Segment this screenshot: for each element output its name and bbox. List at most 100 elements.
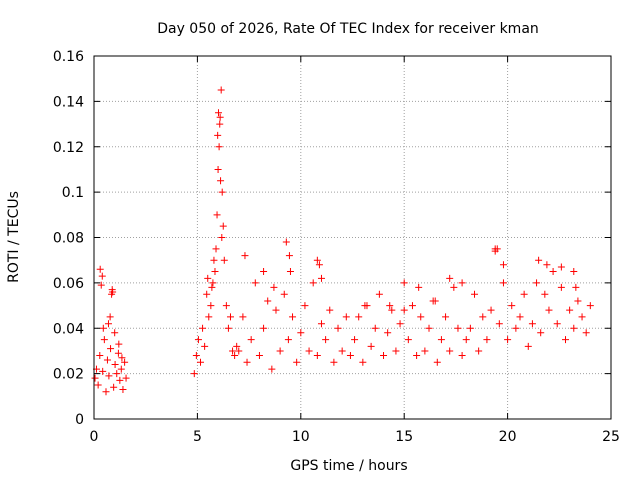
- data-point: [220, 256, 228, 264]
- data-point: [286, 268, 294, 276]
- data-point: [243, 358, 251, 366]
- data-point: [106, 313, 114, 321]
- data-point: [346, 351, 354, 359]
- data-point: [375, 290, 383, 298]
- data-point: [116, 376, 124, 384]
- data-point: [520, 290, 528, 298]
- data-point: [212, 245, 220, 253]
- data-point: [386, 302, 394, 310]
- data-point: [355, 313, 363, 321]
- data-point: [466, 324, 474, 332]
- data-point: [192, 351, 200, 359]
- y-tick-label: 0.12: [53, 140, 84, 156]
- y-tick-label: 0.02: [53, 367, 84, 383]
- data-point: [317, 320, 325, 328]
- grid-lines: [94, 56, 611, 419]
- data-point: [582, 329, 590, 337]
- data-point: [197, 358, 205, 366]
- data-point: [215, 143, 223, 151]
- data-point: [204, 274, 212, 282]
- data-point: [109, 288, 117, 296]
- data-point: [260, 324, 268, 332]
- data-point: [535, 256, 543, 264]
- data-point: [326, 306, 334, 314]
- data-point: [207, 302, 215, 310]
- data-point: [297, 329, 305, 337]
- data-point: [479, 313, 487, 321]
- data-point: [96, 351, 104, 359]
- data-point: [239, 313, 247, 321]
- y-tick-label: 0.08: [53, 231, 84, 247]
- data-point: [574, 297, 582, 305]
- data-point: [549, 268, 557, 276]
- x-tick-label: 10: [292, 429, 310, 445]
- data-point: [105, 372, 113, 380]
- data-point: [98, 272, 106, 280]
- data-point: [545, 306, 553, 314]
- data-point: [543, 261, 551, 269]
- data-point: [213, 211, 221, 219]
- data-point: [121, 358, 129, 366]
- data-point: [400, 279, 408, 287]
- data-point: [96, 265, 104, 273]
- data-point: [209, 279, 217, 287]
- data-point: [218, 234, 226, 241]
- data-point: [417, 313, 425, 321]
- y-tick-label: 0: [75, 412, 84, 428]
- data-point: [388, 306, 396, 314]
- data-point: [222, 302, 230, 310]
- data-point: [315, 261, 323, 269]
- data-point: [218, 188, 226, 196]
- chart-title: Day 050 of 2026, Rate Of TEC Index for r…: [157, 21, 539, 37]
- data-point: [425, 324, 433, 332]
- data-point: [293, 358, 301, 366]
- data-point: [282, 238, 290, 246]
- data-point: [205, 313, 213, 321]
- data-point: [247, 336, 255, 344]
- data-point: [233, 342, 241, 350]
- data-point: [100, 336, 108, 344]
- data-point: [224, 324, 232, 332]
- data-point: [578, 313, 586, 321]
- data-point: [201, 342, 209, 350]
- data-point: [268, 365, 276, 373]
- data-point: [475, 347, 483, 355]
- data-point: [446, 274, 454, 282]
- data-point: [276, 347, 284, 355]
- data-point: [284, 336, 292, 344]
- data-point: [103, 356, 111, 364]
- data-point: [450, 283, 458, 291]
- data-point: [400, 306, 408, 314]
- data-point: [334, 324, 342, 332]
- data-point: [504, 336, 512, 344]
- data-point: [289, 313, 297, 321]
- data-point: [94, 381, 102, 389]
- data-point: [118, 354, 126, 362]
- x-tick-label: 5: [193, 429, 202, 445]
- data-point: [570, 268, 578, 276]
- data-point: [433, 358, 441, 366]
- data-point: [442, 313, 450, 321]
- x-axis-label: GPS time / hours: [290, 458, 407, 474]
- data-point: [570, 324, 578, 332]
- x-tick-label: 25: [602, 429, 620, 445]
- data-point: [437, 336, 445, 344]
- data-point: [102, 388, 110, 396]
- data-point: [211, 268, 219, 276]
- data-point: [226, 313, 234, 321]
- data-point: [111, 361, 119, 369]
- data-point: [309, 279, 317, 287]
- data-point: [317, 274, 325, 282]
- data-point: [528, 320, 536, 328]
- data-point: [553, 320, 561, 328]
- data-point: [446, 347, 454, 355]
- data-point: [117, 365, 125, 373]
- data-point: [104, 320, 112, 328]
- data-point: [408, 302, 416, 310]
- x-tick-label: 20: [499, 429, 517, 445]
- data-point: [380, 351, 388, 359]
- data-point: [91, 374, 99, 382]
- x-axis-ticks: 0 5 10 15 20 25: [90, 56, 620, 445]
- data-point: [572, 283, 580, 291]
